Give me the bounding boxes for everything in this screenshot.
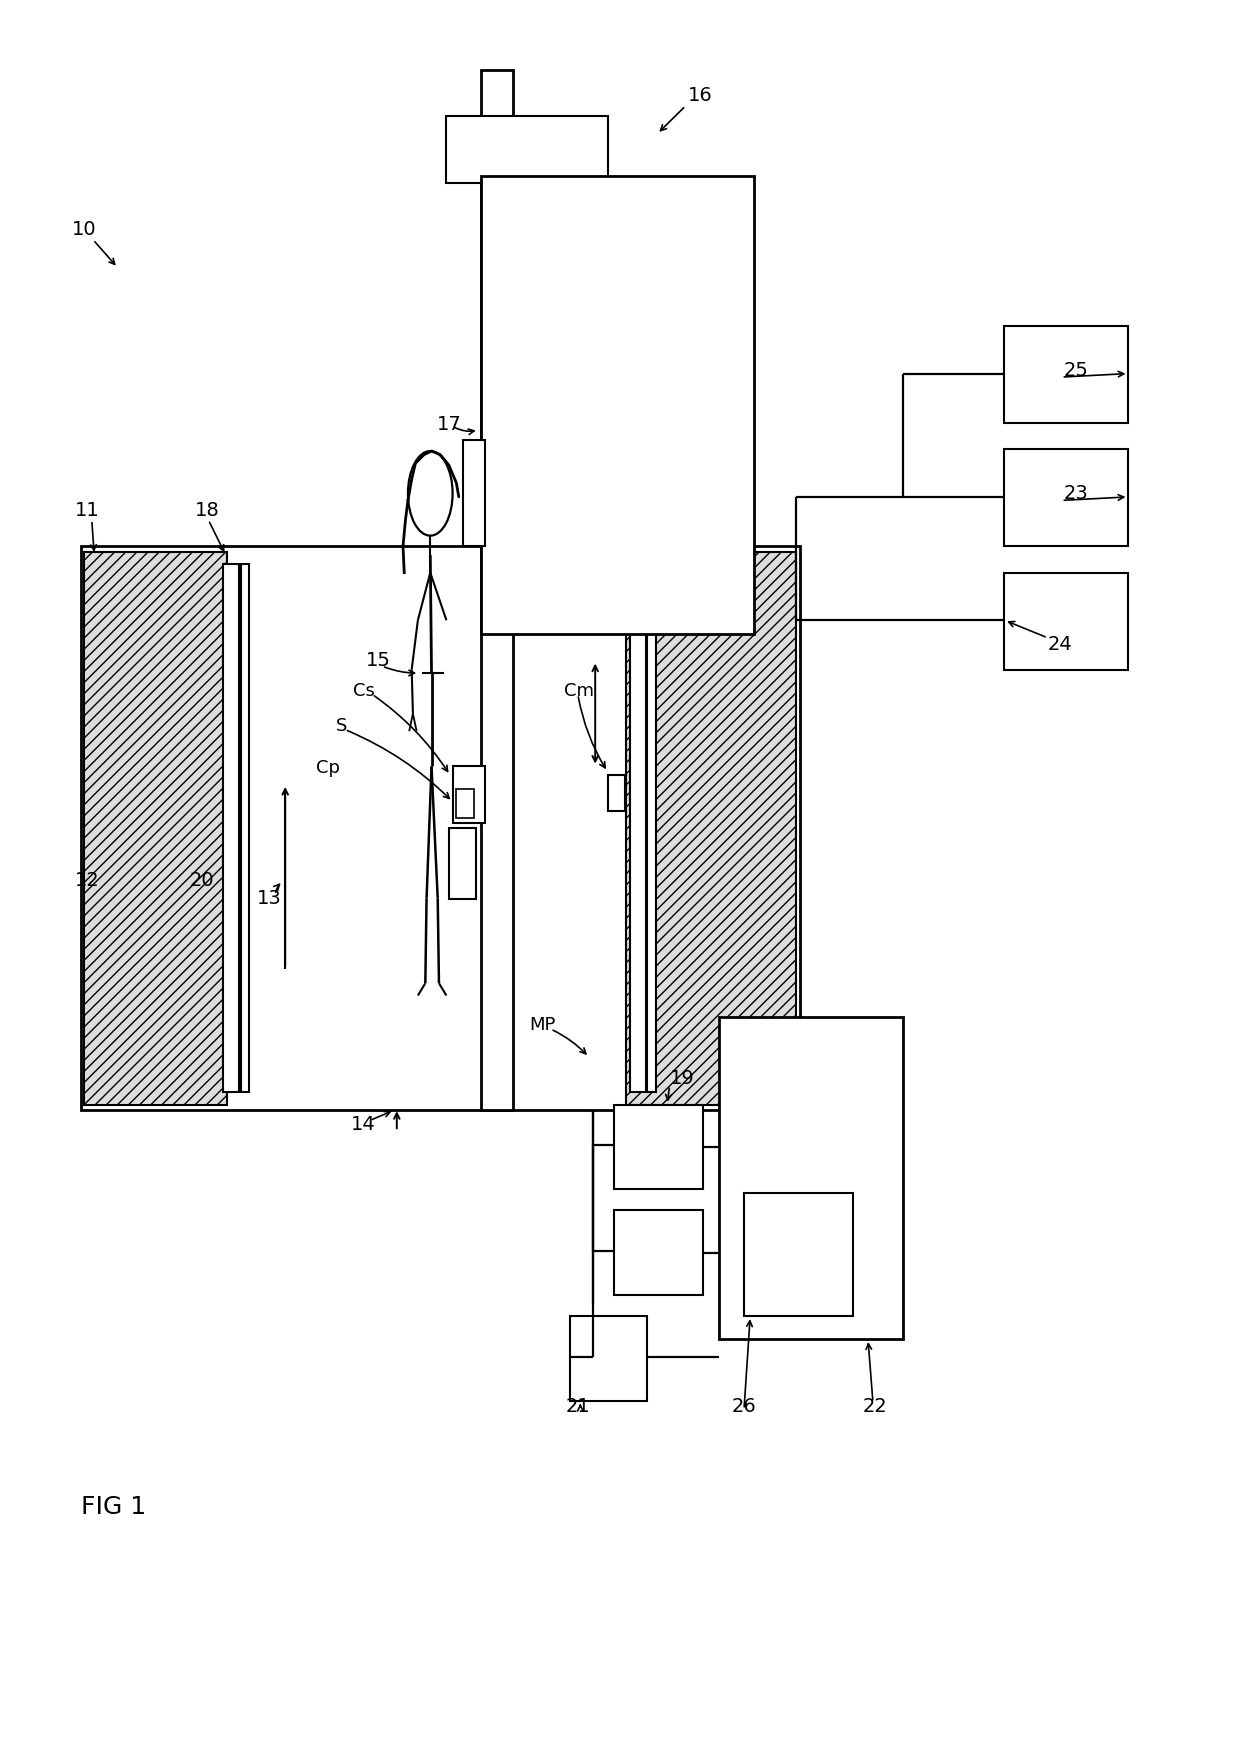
Text: 23: 23 (1064, 485, 1089, 502)
Text: S: S (336, 717, 347, 735)
Bar (481, 176, 754, 634)
Text: 13: 13 (257, 890, 281, 907)
Text: 21: 21 (565, 1397, 590, 1415)
Text: Cs: Cs (353, 682, 376, 700)
Text: MP: MP (529, 1017, 556, 1034)
Text: 12: 12 (74, 872, 99, 890)
Bar (744, 1193, 853, 1316)
Bar (1004, 573, 1128, 670)
Text: Cp: Cp (316, 759, 340, 777)
Bar (446, 116, 608, 183)
Bar (463, 440, 485, 546)
Bar (647, 564, 656, 1092)
Ellipse shape (408, 451, 453, 536)
Bar (719, 1017, 903, 1339)
Bar (456, 789, 474, 818)
Text: 10: 10 (72, 220, 97, 238)
Text: 26: 26 (732, 1397, 756, 1415)
Bar (449, 828, 476, 899)
Text: Cm: Cm (564, 682, 594, 700)
Bar (81, 546, 800, 1110)
Bar (84, 552, 227, 1105)
Text: 20: 20 (190, 872, 215, 890)
Text: 17: 17 (436, 416, 461, 433)
Bar (481, 70, 513, 1110)
Bar (626, 552, 796, 1105)
Text: 15: 15 (366, 652, 391, 670)
Bar (614, 1210, 703, 1295)
Bar (1004, 326, 1128, 423)
Text: 25: 25 (1064, 361, 1089, 379)
Bar (453, 766, 485, 823)
Bar (608, 775, 625, 811)
Text: 14: 14 (351, 1115, 376, 1133)
Text: 16: 16 (688, 86, 713, 104)
Text: FIG 1: FIG 1 (81, 1494, 146, 1519)
Text: 18: 18 (195, 502, 219, 520)
Bar (570, 1316, 647, 1401)
Text: 24: 24 (1048, 636, 1073, 654)
Bar (630, 564, 646, 1092)
Bar (223, 564, 239, 1092)
Bar (614, 1105, 703, 1189)
Text: 19: 19 (670, 1070, 694, 1087)
Bar (1004, 449, 1128, 546)
Bar (241, 564, 249, 1092)
Text: 11: 11 (74, 502, 99, 520)
Text: 22: 22 (863, 1397, 888, 1415)
